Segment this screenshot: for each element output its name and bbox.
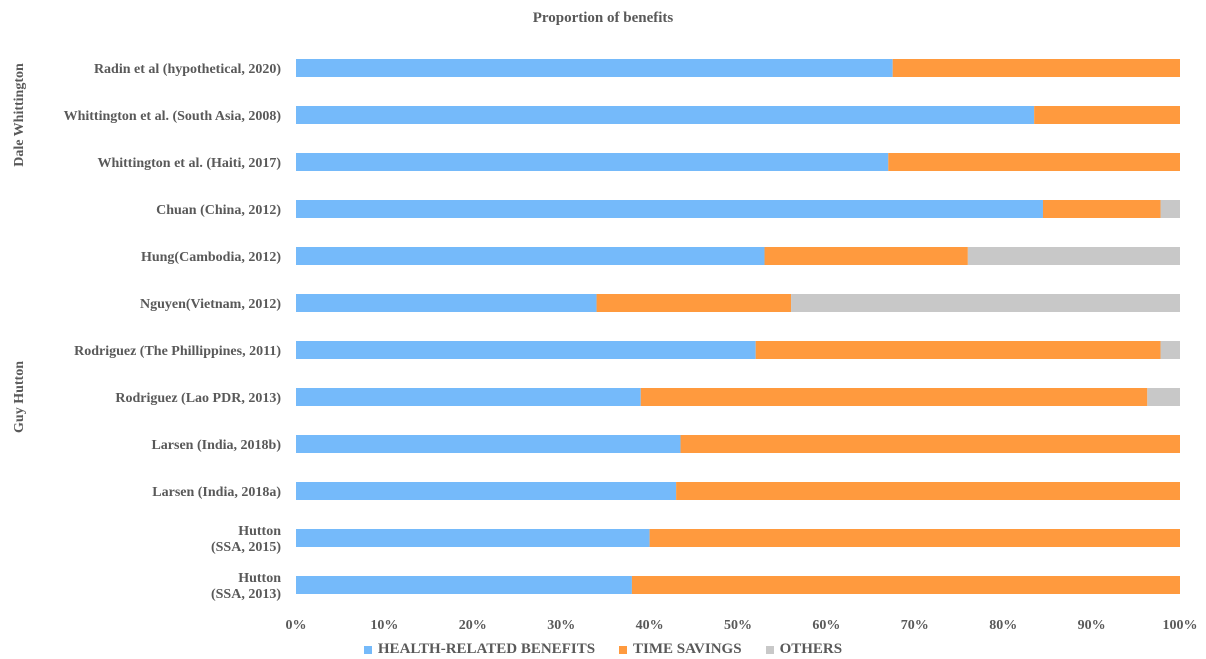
bar-segment: [296, 106, 1035, 124]
legend-swatch: [363, 645, 372, 654]
group-label: Dale Whittington: [12, 63, 27, 167]
category-label: Radin et al (hypothetical, 2020): [94, 62, 281, 77]
legend-item: TIME SAVINGS: [619, 641, 742, 658]
category-label: Nguyen(Vietnam, 2012): [140, 297, 281, 312]
chart-title: Proportion of benefits: [532, 10, 674, 26]
category-label: Whittington et al. (Haiti, 2017): [97, 156, 281, 171]
legend-label: OTHERS: [779, 641, 843, 657]
category-label: Hutton (SSA, 2013): [211, 571, 281, 602]
bar-segment: [296, 200, 1043, 218]
bar-segment: [296, 435, 681, 453]
category-label: Larsen (India, 2018b): [151, 438, 281, 453]
x-tick-label: 100%: [1163, 618, 1198, 633]
x-tick-label: 60%: [812, 618, 840, 633]
stacked-bar-chart: Radin et al (hypothetical, 2020) Whitting…: [12, 59, 1198, 633]
bar-segment: [1034, 106, 1180, 124]
category-label: Hutton (SSA, 2015): [211, 524, 281, 555]
bar-segment: [596, 294, 792, 312]
bar-segment: [296, 59, 893, 77]
category-label: Rodriguez (The Phillippines, 2011): [74, 344, 281, 359]
bar-segment: [680, 435, 1180, 453]
bar-segment: [296, 388, 641, 406]
bar-segment: [967, 247, 1180, 265]
bar-segment: [649, 529, 1180, 547]
category-label: Larsen (India, 2018a): [152, 485, 281, 500]
category-label: Hung(Cambodia, 2012): [141, 250, 281, 265]
bar-segment: [296, 247, 765, 265]
legend-item: HEALTH-RELATED BENEFITS: [363, 641, 596, 658]
bar-segment: [296, 341, 756, 359]
bar-segment: [755, 341, 1161, 359]
bar-segment: [296, 482, 677, 500]
legend-swatch: [765, 645, 774, 654]
x-tick-label: 40%: [636, 618, 664, 633]
category-label: Rodriguez (Lao PDR, 2013): [115, 391, 281, 406]
bar-segment: [296, 153, 889, 171]
x-tick-label: 0%: [286, 618, 307, 633]
legend-label: HEALTH-RELATED BENEFITS: [377, 641, 596, 657]
legend-label: TIME SAVINGS: [633, 641, 742, 657]
bar-segment: [1160, 341, 1180, 359]
bar-segment: [764, 247, 968, 265]
x-tick-label: 30%: [547, 618, 575, 633]
category-label: Chuan (China, 2012): [156, 203, 281, 218]
x-tick-label: 80%: [989, 618, 1017, 633]
bar-segment: [296, 294, 597, 312]
x-tick-label: 70%: [901, 618, 929, 633]
x-tick-label: 90%: [1078, 618, 1106, 633]
bar-segment: [892, 59, 1180, 77]
x-tick-label: 10%: [370, 618, 398, 633]
bar-segment: [676, 482, 1180, 500]
bar-segment: [296, 529, 650, 547]
bar-segment: [631, 576, 1180, 594]
category-label: Whittington et al. (South Asia, 2008): [64, 109, 282, 124]
bar-segment: [791, 294, 1180, 312]
legend-swatch: [619, 645, 628, 654]
group-label: Guy Hutton: [12, 361, 27, 433]
bar-segment: [1147, 388, 1180, 406]
x-tick-label: 50%: [724, 618, 752, 633]
bar-segment: [296, 576, 632, 594]
bar-segment: [640, 388, 1148, 406]
legend-item: OTHERS: [765, 641, 843, 658]
legend: HEALTH-RELATED BENEFITS TIME SAVINGS OTHER…: [0, 641, 1206, 658]
x-tick-label: 20%: [459, 618, 487, 633]
bar-segment: [1042, 200, 1161, 218]
bar-segment: [888, 153, 1180, 171]
bar-segment: [1160, 200, 1180, 218]
